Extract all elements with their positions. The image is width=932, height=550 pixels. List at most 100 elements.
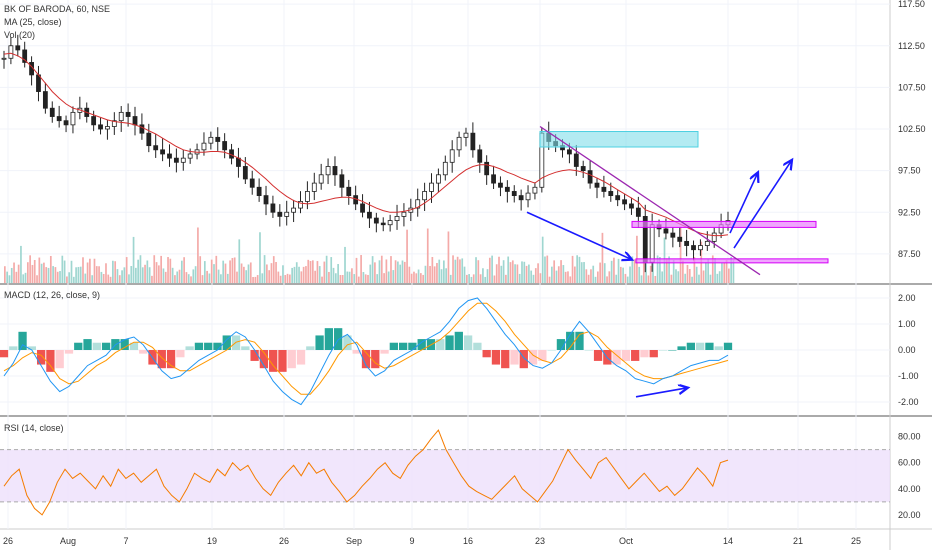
candle-body [367, 211, 372, 219]
volume-bar [408, 266, 411, 283]
candle-body [435, 174, 441, 184]
macd-hist-bar [649, 350, 658, 358]
volume-bar [86, 262, 89, 283]
volume-bar [619, 266, 622, 283]
volume-bar [206, 270, 208, 283]
volume-bar [279, 275, 282, 283]
volume-bar [493, 275, 496, 283]
macd-hist-bar [380, 350, 389, 354]
volume-bar [155, 262, 158, 283]
volume-bar [153, 255, 156, 283]
volume-bar [220, 274, 222, 283]
macd-hist-bar [658, 350, 668, 351]
macd-hist-bar [510, 350, 519, 365]
volume-bar [29, 255, 31, 283]
macd-hist-bar [343, 335, 352, 350]
volume-bar [509, 262, 512, 283]
volume-bar [500, 265, 503, 283]
volume-bar [70, 260, 73, 283]
candle-body [649, 224, 655, 263]
volume-bar [226, 273, 229, 283]
volume-bar [13, 262, 15, 283]
macd-hist-bar [74, 342, 83, 350]
volume-bar [472, 274, 475, 283]
volume-bar [562, 265, 565, 283]
volume-bar [590, 269, 592, 283]
rsi-tick-label: 40.00 [898, 484, 921, 494]
rsi-legend: RSI (14, close) [4, 423, 64, 433]
volume-bar [629, 266, 631, 283]
volume-bar [606, 276, 608, 283]
time-tick-label: 9 [409, 536, 414, 546]
time-tick-label: Oct [619, 536, 634, 546]
candle-body [622, 199, 627, 205]
volume-bar [49, 255, 52, 283]
macd-hist-bar [705, 342, 714, 350]
candle-body [498, 182, 503, 188]
volume-bar [275, 262, 277, 283]
volume-bar [624, 273, 627, 283]
volume-bar [613, 257, 615, 283]
volume-bar [516, 264, 519, 283]
volume-bar [502, 260, 505, 283]
volume-bar [286, 273, 289, 283]
volume-bar [702, 270, 705, 283]
macd-hist-bar [575, 331, 584, 350]
candle-body [222, 141, 228, 151]
volume-bar [66, 276, 68, 283]
volume-bar [698, 274, 700, 283]
volume-bar [321, 276, 323, 283]
arrow-down [526, 211, 632, 259]
volume-bar [82, 257, 84, 283]
volume-bar [486, 269, 489, 283]
candle-body [215, 136, 221, 142]
macd-hist-bar [259, 350, 269, 369]
volume-bar [8, 275, 11, 283]
volume-bar [610, 260, 613, 283]
candle-body [587, 170, 593, 184]
volume-bar [311, 260, 314, 283]
volume-bar [344, 246, 346, 283]
volume-bar [420, 273, 422, 283]
volume-bar [557, 266, 560, 283]
price-tick-label: 92.50 [898, 207, 921, 217]
volume-bar [410, 273, 413, 283]
candle-body [15, 45, 21, 51]
chart-title: BK OF BARODA, 60, NSE [4, 4, 111, 14]
volume-bar [449, 274, 452, 283]
volume-bar [415, 273, 418, 283]
time-tick-label: 14 [723, 536, 733, 546]
volume-bar [266, 264, 268, 283]
volume-bar [491, 255, 493, 283]
volume-bar [24, 272, 27, 283]
price-tick-label: 107.50 [898, 82, 926, 92]
volume-bar [72, 276, 75, 283]
volume-bar [183, 257, 185, 283]
volume-bar [63, 260, 66, 283]
volume-bar [682, 260, 684, 283]
volume-bar [174, 275, 176, 283]
volume-bar [302, 266, 305, 283]
volume-bar [318, 266, 321, 283]
volume-bar [309, 260, 312, 283]
vol-legend: Vol (20) [4, 30, 36, 40]
macd-hist-bar [250, 350, 259, 361]
volume-bar [339, 274, 342, 283]
volume-bar [270, 263, 273, 283]
volume-bar [116, 269, 119, 283]
macd-hist-bar [278, 350, 287, 372]
macd-hist-bar [361, 350, 371, 369]
volume-bar [185, 272, 188, 283]
candle-body [242, 166, 248, 180]
candle-body [270, 203, 276, 213]
candle-body [629, 203, 634, 209]
volume-bar [475, 257, 477, 283]
volume-bar [633, 259, 636, 283]
candle-body [635, 207, 641, 217]
macd-signal-line [3, 302, 729, 395]
volume-bar [208, 273, 211, 283]
volume-bar [654, 275, 657, 283]
candle-body [567, 149, 572, 155]
volume-bar [314, 270, 316, 283]
volume-bar [132, 236, 135, 283]
